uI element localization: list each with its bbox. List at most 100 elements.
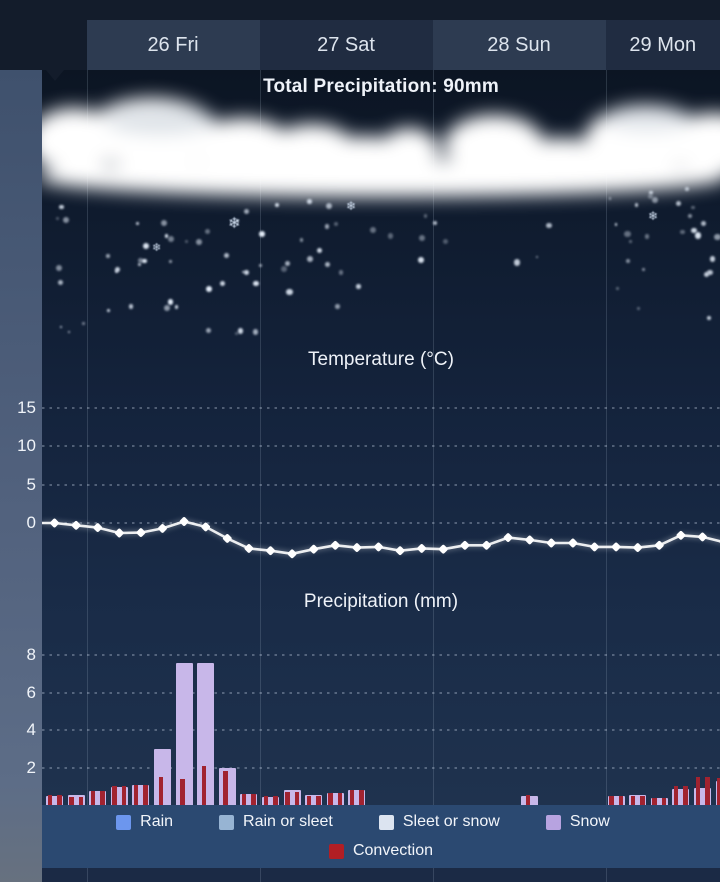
- snowflake-icon: [163, 305, 170, 312]
- legend-swatch-icon: [116, 814, 132, 830]
- temperature-point: [590, 542, 599, 552]
- temperature-gridline: [42, 406, 720, 409]
- snowflake-icon: [174, 304, 179, 309]
- snowflake-icon: [307, 199, 312, 204]
- precipitation-gridline: [42, 691, 720, 694]
- precip-bar-convection: [328, 792, 333, 805]
- snowflake-icon: [243, 269, 250, 276]
- legend-label: Rain or sleet: [243, 813, 333, 830]
- precip-bar-snow: [240, 793, 258, 805]
- precip-bar-convection: [316, 795, 321, 805]
- snowflake-icon: [691, 206, 695, 210]
- precip-bar-convection: [661, 798, 667, 805]
- temperature-point: [395, 546, 405, 556]
- snowflake-icon: [280, 266, 287, 272]
- cloud-blob: [105, 106, 215, 134]
- temperature-point: [654, 540, 664, 550]
- axis-sidebar: 15 10 5 0 8 6 4 2: [0, 70, 42, 882]
- precip-bar-snow: [46, 795, 63, 805]
- legend-item-rain: Rain: [116, 813, 173, 831]
- legend-swatch-icon: [545, 814, 561, 830]
- snowflake-icon: [369, 227, 376, 234]
- snowflake-icon: [274, 202, 279, 207]
- snowflake-icon: [615, 287, 619, 291]
- snowflake-icon: [694, 232, 702, 240]
- precip-bar-convection: [241, 793, 247, 805]
- legend-label: Sleet or snow: [402, 813, 500, 830]
- precip-bar-convection: [251, 793, 256, 805]
- snowflake-icon: [143, 242, 150, 249]
- snowflake-icon: [57, 279, 64, 286]
- snowflake-icon: [258, 263, 262, 268]
- temperature-gridline: [42, 522, 720, 524]
- temperature-point: [330, 540, 340, 550]
- snowflake-icon: [387, 232, 394, 239]
- precip-bar-convection: [717, 777, 720, 805]
- temperature-point: [438, 544, 448, 554]
- snowflake-icon: [252, 329, 258, 335]
- snowflake-icon: [55, 216, 59, 220]
- snowflake-icon: ❄: [346, 199, 357, 213]
- cloud-band: [28, 70, 720, 220]
- precip-bar-convection: [349, 790, 355, 805]
- snowflake-icon: [680, 229, 685, 235]
- snowflake-icon: [691, 227, 697, 233]
- snowflake-icon: [325, 202, 333, 210]
- precip-bar-convection: [609, 795, 614, 805]
- precip-bar-convection: [47, 794, 52, 805]
- snowflake-icon: [707, 269, 714, 276]
- meteogram-canvas[interactable]: [42, 70, 720, 868]
- precip-bar-convection: [158, 776, 163, 805]
- precip-bar-convection: [695, 776, 700, 805]
- snowflake-icon: [299, 238, 303, 242]
- total-precipitation-label: Total Precipitation: 90mm: [263, 76, 499, 97]
- snowflake-icon: ❄: [152, 242, 162, 254]
- day-header-row: 26 Fri 27 Sat 28 Sun 29 Mon: [0, 0, 720, 70]
- snowflake-icon: [82, 321, 86, 325]
- snowflake-icon: [418, 257, 425, 263]
- snowflake-icon: [647, 194, 653, 200]
- legend-item-convection: Convection: [328, 842, 433, 860]
- legend-swatch-icon: [378, 814, 394, 830]
- snowflake-icon: ❄: [648, 209, 659, 223]
- snowflake-icon: [709, 255, 716, 262]
- snowflake-icon: [142, 258, 147, 263]
- snowflake-icon: [220, 280, 226, 287]
- snowflake-icon: [443, 238, 449, 244]
- snowflake-icon: [67, 330, 71, 334]
- day-tab-27-sat[interactable]: 27 Sat: [259, 20, 433, 70]
- temperature-point: [568, 538, 578, 548]
- precip-bar-snow: [607, 795, 625, 805]
- legend-item-rain-or-sleet: Rain or sleet: [219, 813, 333, 831]
- cloud-blob: [36, 159, 720, 197]
- precip-bar-convection: [180, 778, 185, 805]
- precip-bar-convection: [306, 795, 312, 805]
- snowflake-icon: [258, 231, 265, 238]
- snowflake-icon: [205, 327, 212, 333]
- precipitation-gridline: [42, 654, 720, 656]
- snowflake-icon: [286, 289, 293, 296]
- precip-bar-convection: [525, 794, 531, 805]
- snowflake-icon: [513, 259, 521, 267]
- day-tab-29-mon[interactable]: 29 Mon: [605, 20, 720, 70]
- snowflake-icon: [138, 258, 143, 264]
- precipitation-gridline: [42, 766, 720, 769]
- snowflake-icon: [614, 223, 618, 226]
- snowflake-icon: [634, 203, 638, 207]
- snowflake-icon: [624, 230, 631, 238]
- snowflake-icon: [56, 265, 63, 272]
- snowflake-icon: [205, 285, 213, 292]
- snowflake-icon: [306, 255, 313, 262]
- snowflake-icon: [196, 238, 202, 245]
- current-time-notch: [46, 70, 64, 81]
- day-tab-26-fri[interactable]: 26 Fri: [86, 20, 260, 70]
- temperature-axis-tick: 5: [26, 474, 36, 494]
- day-tab-28-sun[interactable]: 28 Sun: [432, 20, 606, 70]
- snowflake-icon: [284, 260, 290, 266]
- snowflake-icon: [636, 306, 641, 311]
- temperature-point: [633, 543, 643, 552]
- temperature-point: [71, 520, 81, 530]
- temperature-point: [546, 538, 556, 548]
- day-gridline: [259, 70, 261, 882]
